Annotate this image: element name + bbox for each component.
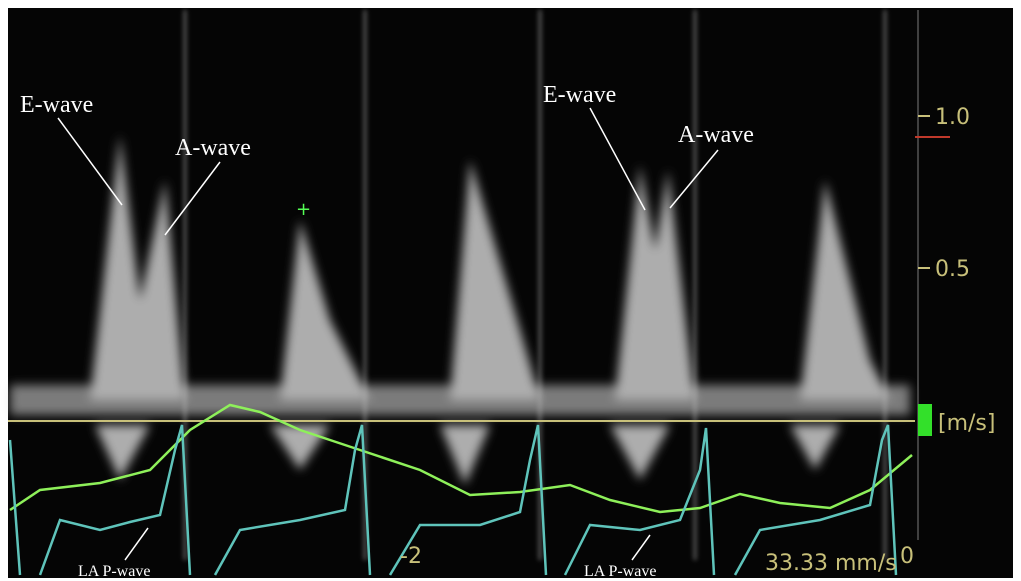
pointer (631, 534, 651, 561)
annotation: E-wave (20, 92, 93, 118)
pointer (589, 107, 646, 211)
annotation: A-wave (678, 122, 754, 148)
pointer (57, 117, 123, 206)
velocity-scale: 1.0 0.5 [m/s] (915, 10, 995, 540)
annotation: LA P-wave (584, 563, 656, 580)
scale-tick-label: 0.5 (935, 257, 970, 282)
pointer (669, 149, 719, 209)
annotation: LA P-wave (78, 563, 150, 580)
ecg-trace (8, 424, 898, 576)
annotation: E-wave (543, 82, 616, 108)
pointer (124, 527, 149, 561)
time-tick-label: -2 (400, 544, 422, 569)
scale-unit: [m/s] (938, 411, 995, 436)
pointer (164, 161, 221, 236)
doppler-spectrum (10, 135, 910, 485)
annotation: A-wave (175, 135, 251, 161)
time-tick-label: 0 (900, 544, 914, 569)
la-pressure-trace (9, 403, 913, 514)
scale-tick-label: 1.0 (935, 105, 970, 130)
zero-indicator (918, 404, 932, 436)
sweep-speed: 33.33 mm/s (765, 551, 897, 576)
cursor-marker: + (296, 199, 311, 220)
